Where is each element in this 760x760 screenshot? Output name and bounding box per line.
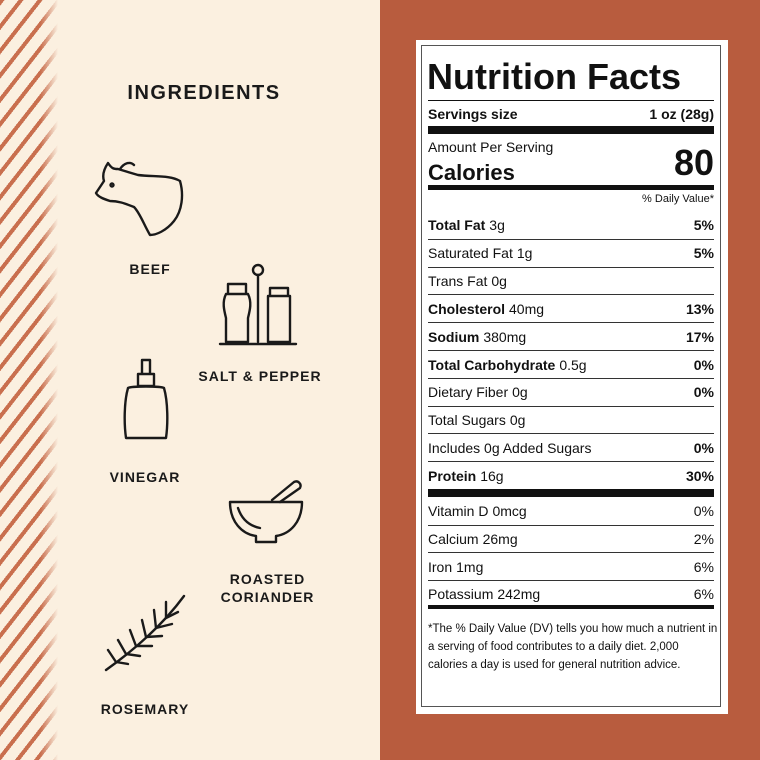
nutrient-row: Dietary Fiber 0g 0% (428, 377, 714, 406)
nutrient-row: Sodium 380mg 17% (428, 322, 714, 350)
hatch-decoration (0, 0, 58, 760)
nutrient-dv: 5% (693, 245, 714, 262)
nutrient-row: Total Carbohydrate 0.5g 0% (428, 350, 714, 378)
ingredient-label: ROASTED CORIANDER (220, 571, 315, 605)
nutrient-row: Total Sugars 0g (428, 405, 714, 434)
nutrient-dv: 6% (693, 558, 714, 575)
nutrient-cell: Vitamin D 0mcg (428, 503, 527, 519)
rule (428, 100, 714, 101)
serving-value: 1 oz (28g) (649, 106, 714, 122)
nutrient-row: Calcium 26mg 2% (428, 524, 714, 553)
nutrient-dv: 30% (685, 467, 714, 484)
amount-per-serving: Amount Per Serving (428, 139, 554, 155)
nutrient-cell: Includes 0g Added Sugars (428, 440, 591, 456)
nutrient-cell: Sodium 380mg (428, 329, 526, 345)
nutrient-name: Trans Fat (428, 273, 488, 290)
nutrient-cell: Trans Fat 0g (428, 273, 507, 289)
nutrient-amount: 1mg (456, 558, 484, 575)
nutrient-cell: Protein 16g (428, 468, 504, 484)
nutrient-row: Saturated Fat 1g 5% (428, 238, 714, 267)
nutrient-amount: 26mg (482, 531, 518, 547)
nutrient-dv: 5% (693, 216, 714, 233)
nutrition-title: Nutrition Facts (427, 56, 682, 97)
nutrient-cell: Iron 1mg (428, 559, 483, 575)
nutrient-amount: 0g (491, 273, 507, 290)
nutrient-row: Vitamin D 0mcg 0% (428, 497, 714, 524)
nutrient-amount: 3g (489, 216, 505, 233)
nutrient-row: Total Fat 3g 5% (428, 211, 714, 238)
nutrient-name: Calcium (428, 531, 479, 547)
nutrient-amount: 40mg (509, 300, 545, 317)
nutrient-name: Vitamin D (428, 502, 489, 519)
nutrient-name: Iron (428, 558, 453, 575)
rule (428, 126, 714, 134)
nutrition-border (421, 45, 721, 707)
nutrient-name: Protein (428, 467, 477, 484)
nutrient-cell: Dietary Fiber 0g (428, 384, 528, 400)
nutrient-dv: 0% (693, 439, 714, 456)
nutrient-name: Sodium (428, 328, 480, 345)
nutrient-amount: 242mg (497, 586, 541, 602)
nutrient-cell: Cholesterol 40mg (428, 301, 544, 317)
nutrient-cell: Total Sugars 0g (428, 412, 525, 428)
nutrient-row: Cholesterol 40mg 13% (428, 294, 714, 322)
nutrient-row: Includes 0g Added Sugars 0% (428, 433, 714, 461)
nutrient-dv: 0% (693, 356, 714, 373)
nutrient-cell: Saturated Fat 1g (428, 245, 532, 261)
nutrient-name: Total Carbohydrate (428, 356, 556, 373)
ingredient-label: BEEF (129, 261, 171, 277)
nutrient-amount: 0g (512, 384, 528, 401)
nutrient-amount: 0mcg (492, 502, 527, 519)
nutrient-name: Cholesterol (428, 300, 506, 317)
salt-pepper-icon (218, 263, 298, 346)
nutrient-dv: 0% (693, 384, 714, 401)
nutrient-name: Total Fat (428, 216, 486, 233)
nutrient-name: Includes 0g Added Sugars (428, 439, 592, 456)
nutrient-dv: 17% (685, 328, 714, 345)
nutrient-dv: 0% (693, 502, 714, 519)
rule (428, 489, 714, 497)
nutrient-row: Iron 1mg 6% (428, 552, 714, 580)
nutrient-amount: 0g (509, 412, 526, 429)
nutrient-row: Potassium 242mg 6% (428, 579, 714, 608)
nutrient-dv: 6% (693, 586, 714, 602)
vinegar-icon (123, 358, 169, 440)
ingredients-title: INGREDIENTS (127, 82, 281, 104)
mortar-icon (228, 480, 304, 544)
ingredient-label: VINEGAR (109, 469, 181, 485)
nutrient-dv: 2% (693, 531, 714, 547)
footnote: *The % Daily Value (DV) tells you how mu… (428, 623, 718, 671)
nutrition-label (416, 40, 728, 714)
nutrient-row: Trans Fat 0g (428, 266, 714, 295)
nutrient-amount: 1g (516, 245, 533, 262)
nutrient-amount: 0.5g (559, 356, 587, 373)
ingredient-label: SALT & PEPPER (198, 368, 322, 384)
nutrient-cell: Potassium 242mg (428, 586, 540, 602)
dv-header: % Daily Value* (642, 193, 714, 205)
nutrient-amount: 380mg (483, 328, 527, 345)
serving-label: Servings size (428, 106, 518, 122)
ingredient-label: ROSEMARY (100, 701, 190, 717)
nutrient-cell: Calcium 26mg (428, 531, 518, 547)
nutrient-amount: 16g (480, 467, 504, 484)
nutrient-cell: Total Carbohydrate 0.5g (428, 357, 587, 373)
calories-label: Calories (428, 160, 515, 185)
nutrient-name: Dietary Fiber (428, 384, 509, 401)
rosemary-icon (104, 594, 186, 672)
nutrient-name: Potassium (428, 586, 494, 602)
nutrient-cell: Total Fat 3g (428, 217, 505, 233)
nutrient-name: Saturated Fat (428, 245, 513, 262)
beef-icon (94, 161, 184, 237)
rule (428, 185, 714, 190)
nutrient-dv: 13% (685, 300, 714, 317)
nutrient-name: Total Sugars (428, 412, 506, 429)
nutrient-row: Protein 16g 30% (428, 461, 714, 489)
calories-value: 80 (673, 142, 714, 183)
rule (428, 605, 714, 609)
